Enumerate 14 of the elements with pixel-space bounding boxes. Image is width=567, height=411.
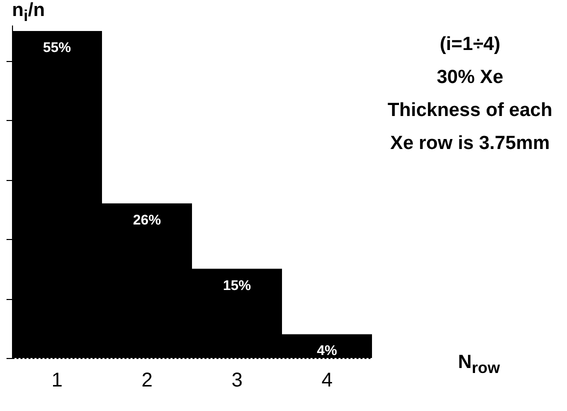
text: (i=1÷4) bbox=[438, 33, 502, 57]
data-label: 26% bbox=[132, 211, 162, 228]
x-tick-label: 4 bbox=[321, 370, 333, 392]
x-tick-label: 3 bbox=[231, 370, 243, 392]
data-label: 55% bbox=[42, 38, 72, 55]
x-axis-title: N$_{row}$ bbox=[458, 352, 500, 378]
data-label: 4% bbox=[316, 342, 338, 358]
text: Xe row is 3.75mm bbox=[389, 132, 551, 156]
x-tick-label: 1 bbox=[51, 370, 63, 392]
text: Thickness of each bbox=[386, 99, 554, 123]
y-axis-title: n$_{i}$/n bbox=[12, 0, 45, 26]
data-label: 15% bbox=[222, 276, 252, 293]
x-tick-label: 2 bbox=[141, 370, 153, 392]
text: 30% Xe bbox=[436, 66, 504, 90]
